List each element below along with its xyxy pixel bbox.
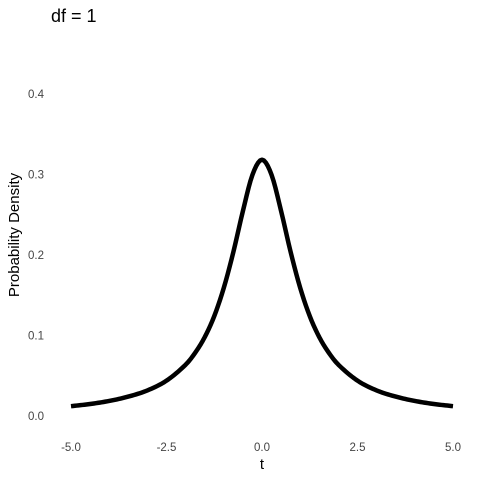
y-tick-label: 0.1 [28, 331, 44, 343]
y-tick-label: 0.4 [28, 89, 45, 101]
x-tick-label: -2.5 [157, 442, 177, 454]
y-tick-label: 0.2 [28, 250, 44, 262]
y-tick-label: 0.3 [28, 170, 44, 182]
x-axis-ticks: -5.0 -2.5 0.0 2.5 5.0 [61, 442, 461, 454]
y-tick-label: 0.0 [28, 411, 44, 423]
y-axis-ticks: 0.0 0.1 0.2 0.3 0.4 [28, 89, 45, 423]
x-tick-label: 2.5 [350, 442, 366, 454]
density-curve [70, 157, 454, 409]
x-tick-label: 5.0 [445, 442, 461, 454]
x-axis-title: t [260, 456, 265, 473]
x-tick-label: -5.0 [61, 442, 81, 454]
chart-title: df = 1 [51, 6, 97, 26]
y-axis-title: Probability Density [6, 172, 23, 297]
x-tick-label: 0.0 [254, 442, 270, 454]
